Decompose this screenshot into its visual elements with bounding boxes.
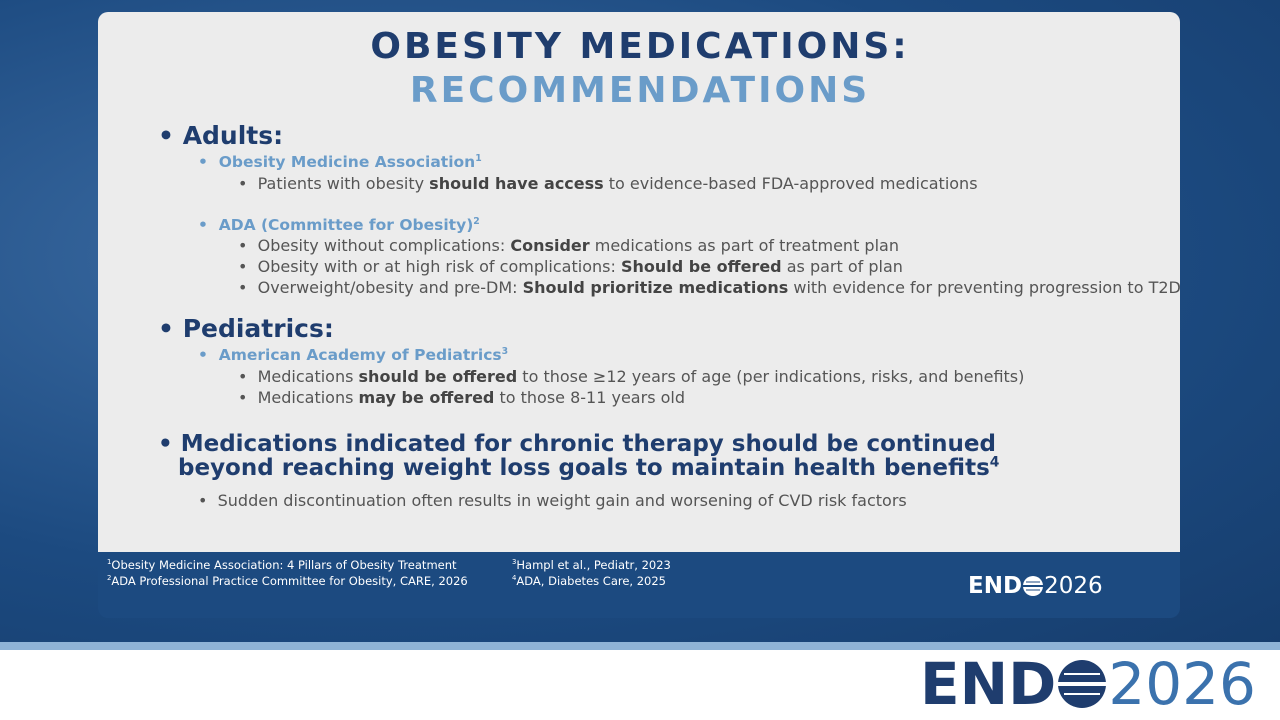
text: ADA, Diabetes Care, 2025 <box>516 574 666 588</box>
text: Obesity Medicine Association: 4 Pillars … <box>111 558 457 572</box>
note: 2 <box>473 215 480 227</box>
text: Obesity without complications: <box>257 236 511 255</box>
title: OBESITY MEDICATIONS: <box>370 26 910 67</box>
text: should have access <box>429 174 604 193</box>
text: may be offered <box>358 388 495 407</box>
heading: • Adults: <box>158 121 284 150</box>
card-body <box>98 12 1180 552</box>
note: 2 <box>107 574 112 583</box>
note: 3 <box>512 558 517 567</box>
footnote: 1Obesity Medicine Association: 4 Pillars… <box>107 558 457 572</box>
text: to evidence-based FDA-approved medicatio… <box>603 174 978 193</box>
heading: • Medications indicated for chronic ther… <box>158 431 1000 481</box>
source: • ADA (Committee for Obesity)2 <box>198 215 480 234</box>
text: American Academy of Pediatrics <box>218 346 502 364</box>
title: RECOMMENDATIONS <box>409 70 871 111</box>
heading: • Pediatrics: <box>158 314 334 343</box>
text: to those 8-11 years old <box>494 388 685 407</box>
text: Should be offered <box>620 257 782 276</box>
text: Overweight/obesity and pre-DM: <box>257 278 523 297</box>
logo-large: END 2026 <box>920 652 1256 716</box>
logo-text: 2026 <box>1044 573 1103 599</box>
logo-small: END 2026 <box>968 573 1103 599</box>
heading-text: Pediatrics: <box>182 314 334 343</box>
heading-text: Medications indicated for chronic therap… <box>178 431 996 481</box>
text: medications as part of treatment plan <box>589 236 899 255</box>
footnote: 3Hampl et al., Pediatr, 2023 <box>512 558 671 572</box>
note: 4 <box>989 454 1000 471</box>
heading-text: Adults: <box>182 121 284 150</box>
card <box>98 12 1180 618</box>
note: 1 <box>475 152 482 164</box>
text: to those ≥12 years of age (per indicatio… <box>517 367 1025 386</box>
footnote: 4ADA, Diabetes Care, 2025 <box>512 574 666 588</box>
text: ADA Professional Practice Committee for … <box>111 574 468 588</box>
logo-globe <box>1058 660 1107 708</box>
text: Medications <box>257 367 359 386</box>
text: with evidence for preventing progression… <box>788 278 1181 297</box>
item: • Obesity with or at high risk of compli… <box>238 257 903 276</box>
text: Sudden discontinuation often results in … <box>217 491 907 510</box>
stripe <box>0 642 1280 650</box>
text: should be offered <box>358 367 518 386</box>
text: Hampl et al., Pediatr, 2023 <box>516 558 671 572</box>
text: as part of plan <box>781 257 903 276</box>
footnote: 2ADA Professional Practice Committee for… <box>107 574 468 588</box>
note: 4 <box>512 574 517 583</box>
text: ADA (Committee for Obesity) <box>218 216 474 234</box>
item: • Obesity without complications: Conside… <box>238 236 899 255</box>
text: Obesity Medicine Association <box>218 153 476 171</box>
text: Consider <box>510 236 590 255</box>
item: • Overweight/obesity and pre-DM: Should … <box>238 278 1181 297</box>
text: Obesity with or at high risk of complica… <box>257 257 621 276</box>
item: • Medications should be offered to those… <box>238 367 1025 386</box>
text: Medications <box>257 388 359 407</box>
source: • American Academy of Pediatrics3 <box>198 345 509 364</box>
text: Should prioritize medications <box>522 278 789 297</box>
source: • Obesity Medicine Association1 <box>198 152 482 171</box>
logo-text: 2026 <box>1108 650 1256 718</box>
logo-text: END <box>968 573 1023 599</box>
note: 1 <box>107 558 112 567</box>
item: • Patients with obesity should have acce… <box>238 174 978 193</box>
item: • Sudden discontinuation often results i… <box>198 491 907 510</box>
logo-globe <box>1023 576 1044 596</box>
text: Patients with obesity <box>257 174 430 193</box>
note: 3 <box>501 345 509 357</box>
item: • Medications may be offered to those 8-… <box>238 388 685 407</box>
logo-text: END <box>920 650 1057 718</box>
